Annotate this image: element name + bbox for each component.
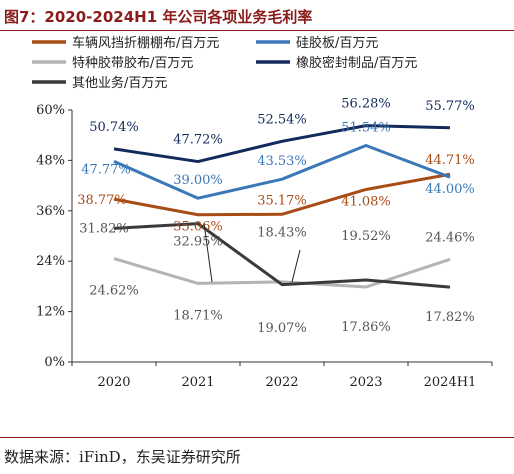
y-tick-label: 36% [36,204,65,219]
data-label: 35.06% [173,220,223,235]
series-line [113,257,451,289]
x-tick-label: 2021 [181,375,214,390]
data-label: 41.08% [341,194,391,209]
series-line [113,222,451,289]
data-label: 35.17% [257,193,307,208]
data-label: 18.71% [173,308,223,323]
data-label: 43.53% [257,154,307,169]
y-tick-label: 24% [36,254,65,269]
data-label: 24.62% [89,284,139,299]
y-tick-label: 0% [44,355,65,370]
legend-label: 其他业务/百万元 [72,75,167,91]
y-tick-label: 60% [36,103,65,118]
label-leader-line [203,222,213,283]
x-tick-label: 2023 [349,375,382,390]
data-label: 39.00% [173,173,223,188]
data-label: 18.43% [257,226,307,241]
data-label: 38.77% [77,193,127,208]
data-label: 17.86% [341,320,391,335]
series-line [113,124,451,164]
data-label: 47.77% [81,162,131,177]
data-label: 24.46% [425,230,475,245]
label-leader-line [291,249,301,283]
data-label: 32.95% [173,235,223,250]
legend-label: 车辆风挡折棚棚布/百万元 [72,35,219,51]
data-label: 50.74% [89,120,139,135]
data-label: 55.77% [425,99,475,114]
y-tick-label: 48% [36,153,65,168]
series-group [113,124,451,289]
data-label: 51.54% [341,121,391,136]
data-label: 44.00% [425,182,475,197]
data-label: 56.28% [341,97,391,112]
data-label: 47.72% [173,133,223,148]
series-line [113,144,451,200]
data-labels: 38.77% 35.06% 35.17% 41.08% 44.71% 47.77% 39.0… [77,97,475,336]
chart-svg: 0%12%24%36%48%60%2020 2021 2022 2023 2024H1 … [32,35,493,390]
data-label: 52.54% [257,112,307,127]
legend-label: 特种胶带胶布/百万元 [72,55,193,71]
data-label: 44.71% [425,153,475,168]
data-label: 19.07% [257,321,307,336]
data-label: 17.82% [425,310,475,325]
x-tick-label: 2022 [265,375,298,390]
legend-label: 硅胶板/百万元 [296,35,378,51]
y-tick-label: 12% [36,305,65,320]
source-note: 数据来源：iFinD，东吴证券研究所 [4,448,241,466]
x-tick-label: 2020 [97,375,130,390]
legend-label: 橡胶密封制品/百万元 [296,55,417,71]
title-rule [0,30,514,31]
source-rule [0,437,514,438]
data-label: 19.52% [341,229,391,244]
figure-title: 图7：2020-2024H1 年公司各项业务毛利率 [4,8,313,26]
x-tick-label: 2024H1 [424,375,477,390]
data-label: 31.82% [79,221,129,236]
series-line [113,172,451,217]
axes: 0% 12% 24% 36% 48% 60% 2020 2021 2022 2023 2024H1 [36,103,493,390]
